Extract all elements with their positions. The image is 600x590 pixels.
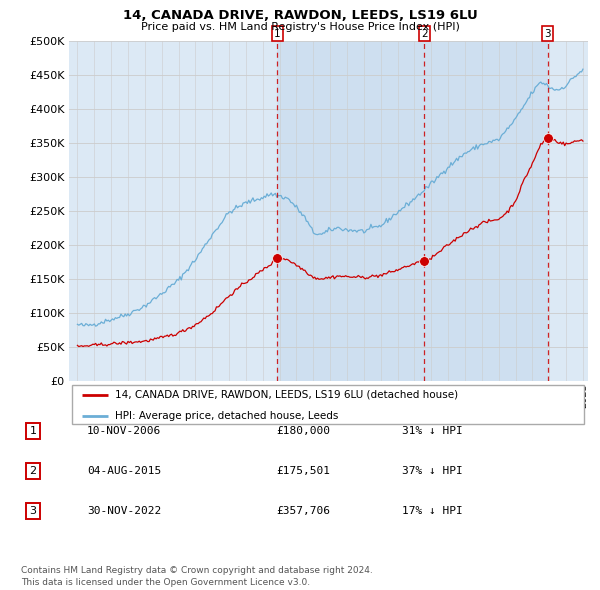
Text: £175,501: £175,501 bbox=[276, 466, 330, 476]
Text: 14, CANADA DRIVE, RAWDON, LEEDS, LS19 6LU: 14, CANADA DRIVE, RAWDON, LEEDS, LS19 6L… bbox=[122, 9, 478, 22]
Text: 2: 2 bbox=[421, 28, 428, 38]
Text: £357,706: £357,706 bbox=[276, 506, 330, 516]
Text: HPI: Average price, detached house, Leeds: HPI: Average price, detached house, Leed… bbox=[115, 411, 338, 421]
Text: £180,000: £180,000 bbox=[276, 426, 330, 435]
Bar bbox=[277, 41, 424, 381]
Text: 3: 3 bbox=[545, 28, 551, 38]
Text: 1: 1 bbox=[29, 426, 37, 435]
FancyBboxPatch shape bbox=[71, 385, 584, 424]
Text: 2: 2 bbox=[29, 466, 37, 476]
Text: 30-NOV-2022: 30-NOV-2022 bbox=[87, 506, 161, 516]
Text: Contains HM Land Registry data © Crown copyright and database right 2024.
This d: Contains HM Land Registry data © Crown c… bbox=[21, 566, 373, 587]
Text: 14, CANADA DRIVE, RAWDON, LEEDS, LS19 6LU (detached house): 14, CANADA DRIVE, RAWDON, LEEDS, LS19 6L… bbox=[115, 390, 458, 400]
Text: 17% ↓ HPI: 17% ↓ HPI bbox=[402, 506, 463, 516]
Text: 04-AUG-2015: 04-AUG-2015 bbox=[87, 466, 161, 476]
Text: 10-NOV-2006: 10-NOV-2006 bbox=[87, 426, 161, 435]
Text: 31% ↓ HPI: 31% ↓ HPI bbox=[402, 426, 463, 435]
Bar bbox=[424, 41, 548, 381]
Text: 37% ↓ HPI: 37% ↓ HPI bbox=[402, 466, 463, 476]
Text: 3: 3 bbox=[29, 506, 37, 516]
Text: 1: 1 bbox=[274, 28, 281, 38]
Text: Price paid vs. HM Land Registry's House Price Index (HPI): Price paid vs. HM Land Registry's House … bbox=[140, 22, 460, 32]
